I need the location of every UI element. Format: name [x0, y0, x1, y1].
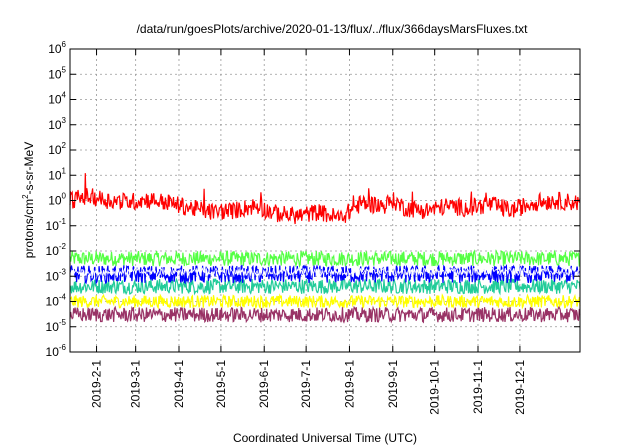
- y-tick-label: 100: [48, 192, 66, 208]
- y-tick-label: 105: [48, 65, 66, 81]
- y-tick-label: 10-5: [46, 318, 67, 334]
- x-tick-label: 2019-3-1: [129, 360, 143, 408]
- y-tick-label: 10-1: [46, 217, 67, 233]
- chart-title: /data/run/goesPlots/archive/2020-01-13/f…: [137, 22, 529, 36]
- x-tick-label: 2019-12-1: [513, 360, 527, 415]
- y-tick-label: 10-2: [46, 242, 67, 258]
- flux-series-7: [69, 173, 581, 225]
- x-tick-label: 2019-8-1: [342, 360, 356, 408]
- x-tick-label: 2019-4-1: [172, 360, 186, 408]
- y-tick-label: 102: [48, 141, 66, 157]
- y-tick-label: 103: [48, 116, 66, 132]
- x-axis-tick-labels: 2019-2-1 2019-3-1 2019-4-1 2019-5-1 2019-6-1…: [90, 360, 527, 415]
- y-tick-label: 106: [48, 40, 66, 56]
- x-tick-label: 2019-11-1: [471, 360, 485, 414]
- x-tick-label: 2019-7-1: [299, 360, 313, 408]
- axis-ticks: [70, 48, 580, 353]
- flux-series-4: [69, 263, 581, 285]
- plot-area: [69, 48, 581, 353]
- flux-series-5: [69, 266, 581, 278]
- y-tick-label: 104: [48, 91, 66, 107]
- flux-series-6: [69, 305, 581, 324]
- y-tick-label: 10-6: [46, 343, 67, 359]
- x-tick-label: 2019-2-1: [90, 360, 104, 408]
- y-tick-label: 10-4: [46, 293, 67, 309]
- flux-series-3: [69, 293, 581, 310]
- x-tick-label: 2019-9-1: [386, 360, 400, 408]
- x-tick-label: 2019-6-1: [257, 360, 271, 408]
- y-tick-label: 10-3: [46, 267, 67, 283]
- y-axis-tick-labels: 10-6 10-5 10-4 10-3 10-2 10-1 100 101 102 103 104 1…: [46, 40, 67, 359]
- y-axis-label: protons/cm2-s-sr-MeV: [21, 142, 36, 258]
- series-layer: [69, 173, 581, 324]
- x-tick-label: 2019-10-1: [428, 360, 442, 415]
- x-tick-label: 2019-5-1: [214, 360, 228, 408]
- y-tick-label: 101: [48, 166, 66, 182]
- flux-series-1: [69, 249, 581, 269]
- x-axis-label: Coordinated Universal Time (UTC): [233, 431, 417, 445]
